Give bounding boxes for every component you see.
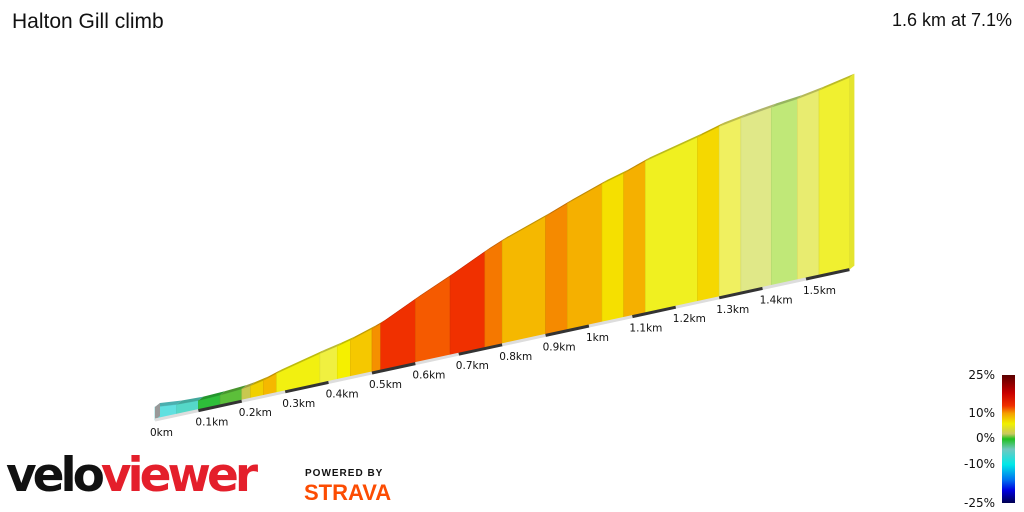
distance-tick-label: 1.3km [716, 304, 749, 316]
profile-segment [545, 203, 568, 336]
distance-rail-section [241, 390, 286, 403]
profile-segment-top [319, 342, 343, 354]
distance-rail-section [415, 352, 460, 366]
legend-label-25: 25% [968, 368, 995, 382]
distance-rail-section [545, 324, 590, 337]
profile-segment-top [198, 391, 226, 401]
page-title: Halton Gill climb [12, 10, 164, 33]
profile-segment [697, 126, 720, 303]
distance-rail-section [805, 268, 850, 281]
profile-segment [415, 275, 451, 364]
profile-segment [623, 160, 646, 319]
profile-segment-top [771, 94, 803, 108]
distance-tick-label: 1.1km [629, 323, 662, 335]
distance-tick-label: 0.5km [369, 379, 402, 391]
profile-segment [797, 90, 820, 282]
profile-segment-top [602, 169, 629, 185]
profile-start-cap [155, 403, 160, 420]
profile-segment-top [623, 157, 651, 174]
distance-tick-label: 1km [586, 332, 609, 344]
distance-rail-section [718, 286, 763, 300]
distance-rail-section [762, 277, 807, 290]
profile-segment-top [263, 369, 282, 381]
profile-segment [349, 328, 373, 379]
profile-segment-top [155, 400, 182, 407]
distance-rail-section [458, 343, 503, 356]
legend-label-10: 10% [968, 406, 995, 420]
profile-segment-top [380, 295, 421, 324]
profile-segment-top [450, 247, 490, 277]
distance-rail-section [371, 362, 416, 375]
profile-segment-top [567, 180, 608, 204]
legend-label-minus25: -25% [963, 496, 995, 510]
distance-tick-label: 0.2km [239, 407, 272, 419]
distance-tick-label: 0.1km [195, 417, 228, 429]
profile-segment-top [276, 349, 325, 374]
profile-segment [601, 172, 625, 324]
distance-tick-label: 0km [150, 427, 173, 439]
profile-segment [371, 323, 381, 374]
profile-segment [645, 136, 698, 315]
profile-segment-top [176, 396, 204, 405]
profile-segment [740, 106, 772, 294]
distance-rail-section [198, 399, 243, 413]
profile-segment-top [819, 73, 855, 91]
distance-rail-section [284, 380, 329, 394]
profile-segment-top [719, 114, 746, 127]
powered-by-label: POWERED BY [305, 468, 384, 479]
profile-segment [484, 240, 503, 349]
distance-tick-label: 1.4km [760, 294, 793, 306]
climb-summary: 1.6 km at 7.1% [891, 10, 1012, 30]
profile-segment [770, 98, 798, 287]
veloviewer-logo: veloviewer [6, 448, 258, 503]
gradient-legend-bar [1002, 375, 1015, 503]
profile-segment [380, 298, 416, 372]
distance-rail-section [632, 305, 677, 319]
profile-segment-top [545, 199, 573, 217]
profile-segment [566, 183, 603, 332]
distance-tick-label: 0.9km [543, 341, 576, 353]
profile-segment-top [372, 319, 386, 329]
profile-segment-top [645, 133, 703, 162]
distance-rail-section [501, 333, 546, 347]
profile-segment [449, 251, 486, 357]
distance-rail-section [154, 409, 199, 422]
distance-rail-section [675, 296, 720, 309]
distance-tick-label: 1.5km [803, 285, 836, 297]
profile-segment-top [415, 272, 456, 300]
distance-rail-section [588, 315, 633, 328]
profile-segment-top [502, 212, 551, 241]
profile-segment [718, 117, 742, 299]
profile-segment-top [740, 103, 777, 119]
profile-segment-top [250, 376, 269, 386]
profile-segment-top [697, 122, 725, 138]
distance-tick-label: 0.3km [282, 398, 315, 410]
profile-segment-top [484, 236, 508, 252]
distance-tick-label: 0.8km [499, 351, 532, 363]
legend-label-minus10: -10% [963, 457, 995, 471]
distance-tick-label: 1.2km [673, 313, 706, 325]
profile-segment-top [797, 86, 825, 99]
profile-segment-top [350, 324, 377, 341]
strava-logo: STRAVA [304, 480, 392, 505]
profile-segment-top [241, 381, 256, 389]
legend-label-0: 0% [975, 431, 995, 445]
distance-rail-section [328, 371, 373, 384]
profile-segment [501, 215, 546, 346]
distance-tick-label: 0.6km [412, 370, 445, 382]
distance-tick-label: 0.4km [326, 388, 359, 400]
distance-tick-label: 0.7km [456, 360, 489, 372]
profile-segment [818, 77, 850, 277]
profile-segment [336, 339, 351, 381]
profile-segment-top [337, 336, 356, 347]
profile-end-cap [849, 73, 855, 270]
profile-segment-top [220, 384, 247, 396]
